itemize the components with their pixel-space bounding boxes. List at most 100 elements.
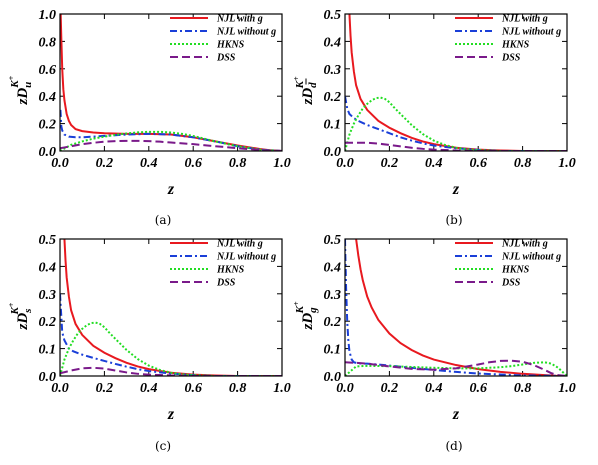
x-tick-label: 0.2	[381, 381, 399, 396]
series-line-hkns	[60, 321, 282, 376]
y-tick-label: 0.8	[39, 35, 57, 50]
series-line-njl-with-g	[63, 239, 282, 376]
y-tick-label: 0.6	[39, 63, 57, 78]
y-tick-label: 0.0	[324, 145, 342, 160]
x-tick-label: 0.0	[336, 156, 354, 171]
x-tick-label: 0.2	[381, 156, 399, 171]
x-axis-label: z	[167, 406, 175, 423]
y-tick-label: 0.3	[324, 288, 342, 303]
y-axis-label: zDdK+	[292, 76, 319, 106]
y-label-sub: d	[307, 82, 319, 88]
y-tick-label: 0.1	[324, 343, 342, 358]
x-axis-label: z	[452, 181, 460, 198]
panel-caption: (d)	[445, 439, 462, 453]
legend-label: NJL with g	[501, 14, 548, 25]
x-tick-label: 0.6	[184, 156, 202, 171]
plot-frame	[59, 13, 283, 152]
y-label-sup: K	[9, 307, 21, 316]
x-tick-label: 1.0	[273, 156, 291, 171]
legend-label: NJL with g	[501, 239, 548, 250]
x-tick-label: 1.0	[273, 381, 291, 396]
y-axis-label: zDgK+	[292, 301, 319, 331]
series-line-njl-without-g	[345, 96, 567, 151]
panel-caption: (a)	[155, 213, 172, 227]
y-tick-label: 0.4	[324, 260, 342, 275]
y-label-main: zD	[300, 88, 316, 106]
y-tick-label: 0.4	[324, 35, 342, 50]
y-tick-label: 0.5	[39, 233, 57, 248]
y-tick-label: 0.2	[324, 315, 342, 330]
x-tick-label: 0.8	[229, 156, 247, 171]
y-label-main: zD	[300, 313, 316, 331]
y-label-main: zD	[15, 313, 31, 331]
x-tick-label: 0.4	[425, 381, 443, 396]
legend-label: DSS	[216, 278, 236, 289]
plot-frame	[344, 238, 568, 377]
x-tick-label: 0.8	[514, 156, 532, 171]
y-tick-label: 0.1	[39, 343, 57, 358]
legend-label: NJL with g	[216, 14, 263, 25]
x-tick-label: 1.0	[558, 381, 576, 396]
y-tick-label: 0.4	[39, 260, 57, 275]
series-line-hkns	[345, 96, 567, 151]
panel-caption: (b)	[445, 213, 462, 227]
x-tick-label: 0.4	[140, 381, 158, 396]
series-line-njl-without-g	[345, 239, 567, 376]
legend-label: DSS	[216, 53, 236, 64]
y-label-sup: K	[9, 80, 21, 89]
legend-label: HKNS	[216, 265, 245, 276]
series-line-dss	[345, 141, 567, 151]
y-tick-label: 0.2	[39, 118, 57, 133]
y-tick-label: 0.3	[324, 63, 342, 78]
x-tick-label: 0.2	[96, 156, 114, 171]
x-tick-label: 0.0	[51, 381, 69, 396]
y-tick-label: 0.2	[324, 90, 342, 105]
series-line-dss	[60, 366, 282, 376]
y-axis-label: zDsK+	[7, 302, 34, 330]
x-tick-label: 0.8	[229, 381, 247, 396]
series-line-dss	[345, 359, 567, 376]
y-label-sub: s	[22, 309, 34, 314]
y-tick-label: 0.4	[39, 90, 57, 105]
y-tick-label: 0.3	[39, 288, 57, 303]
legend-label: NJL without g	[501, 27, 561, 38]
legend-label: NJL without g	[501, 252, 561, 263]
y-tick-label: 0.5	[324, 8, 342, 23]
series-line-njl-with-g	[355, 239, 567, 376]
x-tick-label: 0.0	[51, 156, 69, 171]
y-label-sup-sign: +	[7, 302, 16, 307]
x-tick-label: 0.2	[96, 381, 114, 396]
y-tick-label: 0.0	[324, 370, 342, 385]
y-label-sup-sign: +	[7, 75, 16, 80]
y-tick-label: 0.1	[324, 118, 342, 133]
legend-label: HKNS	[216, 40, 245, 51]
y-label-sup: K	[294, 305, 306, 314]
x-tick-label: 0.4	[140, 156, 158, 171]
panel-c: 0.0 0.2 0.4 0.6 0.8 1.0 0.0 0.1 0.2 0.3 0.4 0.5 NJL …	[7, 233, 291, 453]
panel-d: 0.0 0.2 0.4 0.6 0.8 1.0 0.0 0.1 0.2 0.3 0.4 0.5 NJL …	[292, 233, 576, 453]
series-line-njl-with-g	[60, 14, 282, 151]
x-tick-label: 0.4	[425, 156, 443, 171]
x-tick-label: 0.8	[514, 381, 532, 396]
y-tick-label: 0.2	[39, 315, 57, 330]
series-line-hkns	[60, 130, 282, 151]
plot-frame	[59, 238, 283, 377]
y-tick-label: 0.0	[39, 145, 57, 160]
x-tick-label: 0.0	[336, 381, 354, 396]
series-line-njl-without-g	[60, 109, 282, 151]
panel-a: 0.0 0.2 0.4 0.6 0.8 1.0 0.0 0.2 0.4 0.6 0.8 1.0 NJL …	[7, 8, 291, 227]
legend-label: HKNS	[501, 40, 530, 51]
panel-caption: (c)	[155, 439, 171, 453]
series-line-hkns	[345, 361, 567, 376]
legend-label: HKNS	[501, 265, 530, 276]
y-label-sup-sign: +	[292, 301, 301, 306]
y-axis-label: zDuK+	[7, 75, 34, 105]
y-tick-label: 1.0	[39, 8, 57, 23]
y-label-main: zD	[15, 88, 31, 106]
panel-b: 0.0 0.2 0.4 0.6 0.8 1.0 0.0 0.1 0.2 0.3 0.4 0.5 NJL …	[292, 8, 576, 227]
y-tick-label: 0.0	[39, 370, 57, 385]
legend-label: NJL with g	[216, 239, 263, 250]
x-axis-label: z	[452, 406, 460, 423]
x-tick-label: 0.6	[469, 381, 487, 396]
legend-label: NJL without g	[216, 252, 276, 263]
